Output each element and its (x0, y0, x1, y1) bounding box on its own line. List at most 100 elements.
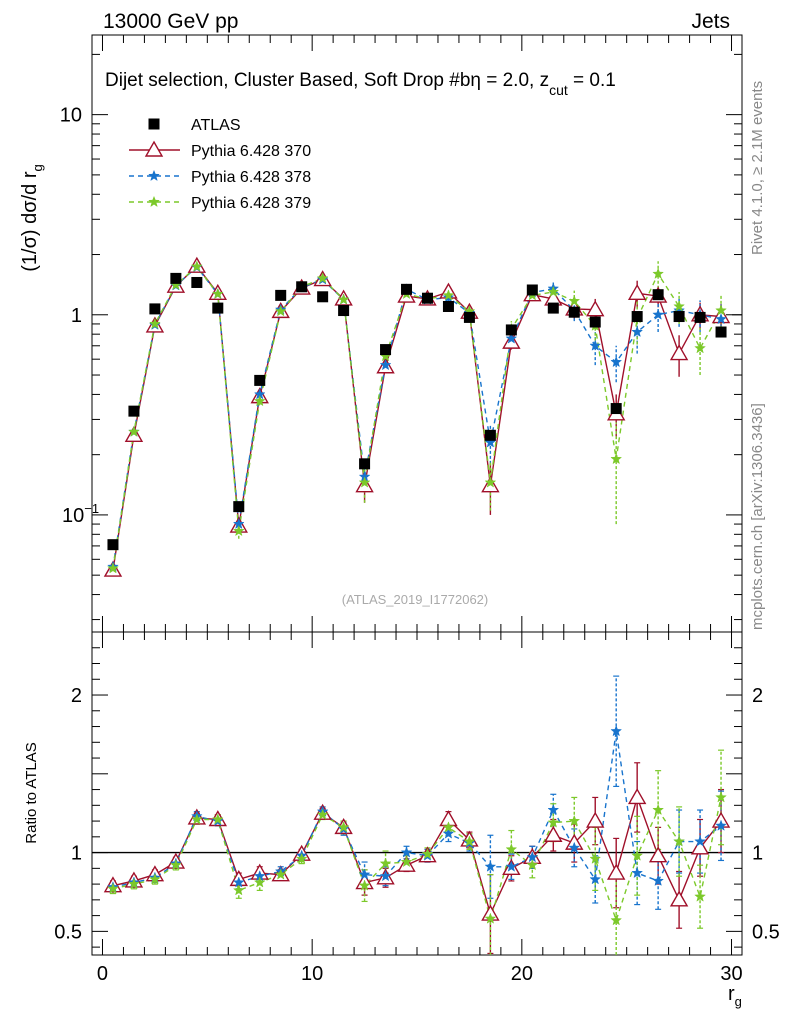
energy-label: 13000 GeV pp (103, 10, 238, 33)
data-point (275, 289, 287, 301)
main-point (694, 342, 706, 354)
plot-title-sub: cut (549, 82, 568, 98)
ratio-point (358, 868, 371, 880)
main-point (379, 358, 392, 371)
ratio-point (690, 838, 710, 855)
main-series-markers (107, 260, 727, 572)
main-series-line (112, 266, 722, 568)
main-point (316, 272, 329, 284)
main-series (112, 261, 722, 574)
legend-marker (148, 169, 160, 182)
data-point (170, 272, 182, 284)
main-marks (103, 256, 731, 577)
ratio-series-markers (107, 791, 727, 926)
main-y-tick-label: 10−1 (62, 501, 99, 527)
main-point (107, 562, 119, 574)
main-point (484, 476, 497, 488)
ratio-series-line (112, 731, 722, 888)
data-point (673, 311, 685, 323)
ratio-point (648, 846, 668, 863)
ratio-y-tick-label-right: 2 (752, 685, 763, 707)
main-series-line (112, 265, 722, 571)
main-point (442, 289, 455, 301)
ratio-point (694, 890, 706, 902)
data-point (568, 306, 580, 318)
legend-label: Pythia 6.428 379 (191, 195, 311, 212)
main-point (673, 300, 686, 312)
ratio-x-tick-label: 0 (97, 963, 108, 985)
data-point (401, 283, 413, 295)
main-y-tick-label-sup: −1 (84, 501, 99, 516)
main-y-tick-label: 10 (60, 105, 82, 127)
ratio-point (715, 791, 727, 803)
ratio-point (400, 846, 413, 858)
main-point (652, 308, 665, 320)
legend-item: Pythia 6.428 370 (129, 140, 311, 160)
ratio-point (589, 873, 602, 885)
ratio-point (253, 876, 266, 888)
ratio-xlabel: rg (728, 983, 742, 1009)
main-point (547, 285, 560, 297)
ratio-point (169, 858, 182, 871)
ratio-point (606, 863, 626, 880)
ratio-point (128, 877, 140, 890)
ratio-point (610, 725, 623, 737)
ratio-y-tick-label: 2 (71, 685, 82, 707)
ratio-point (589, 852, 602, 864)
ratio-ticks: 2 2 1 1 0.5 0.5 0 10 20 30 (54, 632, 780, 985)
main-frame (91, 34, 743, 633)
ratio-point (652, 803, 665, 816)
data-point (296, 281, 308, 293)
main-point (253, 394, 266, 407)
data-point (380, 344, 392, 356)
main-point (274, 305, 287, 317)
ratio-point (463, 835, 476, 847)
legend: ATLAS Pythia 6.428 370 Pythia 6.428 378 Pyt… (129, 117, 311, 212)
data-point (694, 311, 706, 323)
main-point (505, 332, 518, 344)
main-ylabel-main: (1/σ) dσ/d r (19, 171, 41, 272)
main-point (589, 339, 602, 351)
main-series-markers (107, 260, 727, 574)
ratio-y-tick-label-right: 0.5 (752, 921, 780, 943)
main-point (586, 300, 605, 317)
legend-item: ATLAS (148, 117, 241, 134)
ratio-point (421, 847, 434, 860)
data-point (359, 458, 371, 470)
data-point (715, 326, 727, 338)
main-point (337, 293, 350, 305)
main-point (358, 476, 371, 488)
legend-marker (144, 140, 164, 157)
legend-item: Pythia 6.428 379 (129, 195, 311, 212)
data-point (254, 374, 266, 386)
ratio-point (400, 855, 413, 868)
ratio-marks (103, 675, 731, 955)
ratio-point (544, 825, 563, 842)
ratio-point (337, 821, 350, 833)
ratio-point (211, 813, 224, 825)
data-point (589, 316, 601, 328)
plot-title: Dijet selection, Cluster Based, Soft Dro… (105, 70, 616, 98)
main-point (715, 304, 727, 316)
main-point (669, 344, 689, 361)
main-y-tick-label-base: 1 (71, 305, 82, 327)
ratio-point (274, 868, 287, 880)
legend-label: Pythia 6.428 378 (191, 169, 311, 186)
ratio-series-line (112, 797, 722, 923)
ratio-frame (91, 631, 743, 956)
ratio-point (295, 852, 308, 864)
ratio-x-tick-label: 10 (301, 963, 323, 985)
data-point (338, 305, 350, 317)
main-series-line (112, 265, 722, 569)
main-y-tick-label-base: 10 (60, 105, 82, 127)
source-label: mcplots.cern.ch [arXiv:1306.3436] (749, 403, 766, 630)
main-point (211, 287, 224, 300)
ratio-point (148, 873, 161, 885)
legend-label: Pythia 6.428 370 (191, 143, 311, 160)
data-point (652, 289, 664, 301)
legend-item: Pythia 6.428 378 (129, 169, 311, 186)
ratio-xlabel-main: r (728, 983, 735, 1005)
ratio-series-line (112, 795, 722, 917)
main-series (112, 264, 722, 576)
ratio-point (694, 835, 706, 847)
